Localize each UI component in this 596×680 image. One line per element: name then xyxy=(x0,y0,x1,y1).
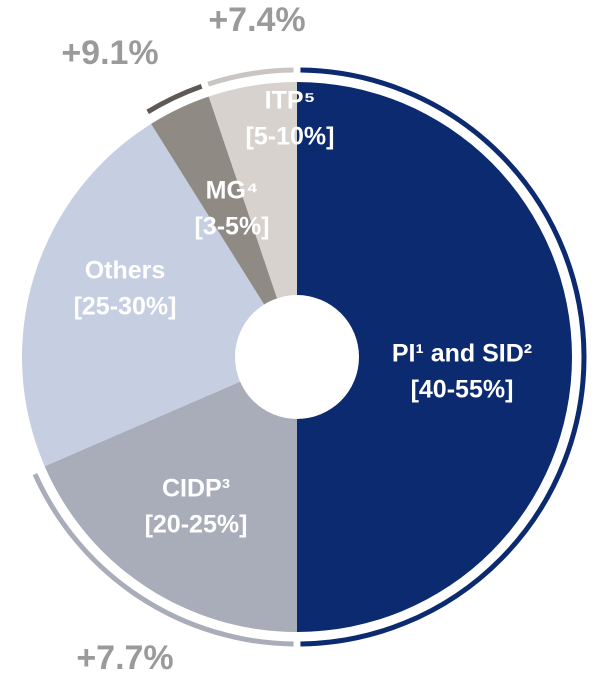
slice-label: Others xyxy=(85,257,166,285)
slice-label: PI¹ and SID² xyxy=(392,340,532,368)
slice xyxy=(208,82,297,357)
slice xyxy=(44,357,297,632)
growth-arc xyxy=(32,473,294,647)
growth-arc xyxy=(146,83,203,115)
slice-range: [5-10%] xyxy=(246,123,335,151)
growth-label: +7.7% xyxy=(76,639,173,677)
slice-label: MG⁴ xyxy=(206,177,259,205)
growth-label: +9.1% xyxy=(61,34,158,72)
center-hole xyxy=(235,295,359,419)
growth-arc xyxy=(207,67,294,87)
slice xyxy=(297,82,572,632)
slice-label: ITP⁵ xyxy=(265,87,316,115)
growth-arc xyxy=(300,67,587,647)
slice xyxy=(151,96,297,357)
slice-range: [40-55%] xyxy=(411,376,514,404)
slice-range: [3-5%] xyxy=(194,213,269,241)
growth-label: +7.4% xyxy=(208,1,305,39)
slice-range: [20-25%] xyxy=(145,511,248,539)
slice-range: [25-30%] xyxy=(74,293,177,321)
slice xyxy=(21,123,297,467)
slice-label: CIDP³ xyxy=(162,475,230,503)
